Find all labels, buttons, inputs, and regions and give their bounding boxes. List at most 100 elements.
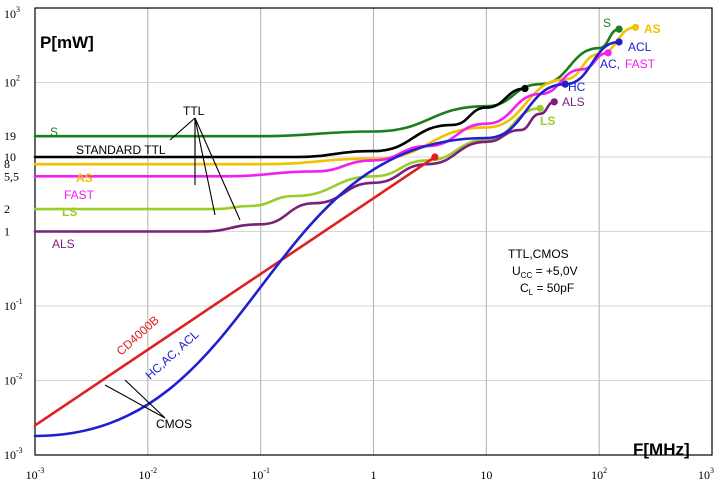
series-als (33, 100, 556, 233)
y-tick-label-base: 10 (4, 299, 16, 313)
series-s (33, 27, 621, 138)
y-tick-label: 19 (4, 129, 16, 143)
end-marker-hc (615, 38, 623, 46)
y-tick-label-base: 1 (4, 225, 10, 239)
label-ac-right: AC, (600, 57, 620, 71)
y-tick-label: 10-2 (4, 372, 23, 388)
y-tick-label-exp: -1 (16, 297, 23, 306)
y-tick-label-base: 2 (4, 202, 10, 216)
y-tick-label-base: 5,5 (4, 169, 19, 183)
y-tick-label-base: 10 (4, 448, 16, 462)
label-ls-left: LS (62, 205, 77, 219)
x-tick-label: 1 (371, 468, 377, 482)
info-line-2-main: U (512, 264, 521, 278)
info-line-1: TTL,CMOS (508, 247, 569, 261)
x-tick-label-base: 10 (698, 468, 710, 482)
x-tick-label-exp: 3 (710, 466, 714, 475)
label-als-left: ALS (52, 237, 75, 251)
end-marker-s (615, 25, 623, 33)
info-line-2: UCC = +5,0V (512, 264, 578, 280)
x-tick-label: 10-3 (26, 466, 45, 482)
label-as-left: AS (76, 171, 93, 185)
info-line-3: CL = 50pF (520, 281, 574, 297)
y-tick-label-base: 8 (4, 157, 10, 171)
x-tick-label-base: 10 (251, 468, 263, 482)
label-hc-right: HC (568, 80, 586, 94)
x-tick-label-base: 10 (138, 468, 150, 482)
y-tick-label: 102 (4, 74, 20, 90)
label-als-right: ALS (562, 95, 585, 109)
y-tick-label: 1 (4, 225, 10, 239)
label-cmos-group: CMOS (156, 417, 192, 431)
info-line-3-rest: = 50pF (533, 281, 574, 295)
x-tick-label-exp: -2 (150, 466, 157, 475)
info-line-3-main: C (520, 281, 529, 295)
end-marker-as (631, 23, 640, 31)
info-line-2-rest: = +5,0V (532, 264, 577, 278)
label-fast-right: FAST (625, 57, 656, 71)
y-tick-label-base: 10 (4, 150, 16, 164)
x-tick-label-base: 10 (591, 468, 603, 482)
series-fast (33, 51, 610, 178)
y-tick-label: 2 (4, 202, 10, 216)
y-tick-label: 10-1 (4, 297, 23, 313)
end-marker-cd4000b (431, 153, 439, 161)
label-as-right: AS (644, 22, 661, 36)
x-tick-label: 10-2 (138, 466, 157, 482)
label-fast-left: FAST (64, 188, 95, 202)
y-tick-label: 10 (4, 150, 16, 164)
x-axis-ticks: 10-3 10-2 10-1 1 10 102 103 (26, 466, 714, 482)
y-axis-title: P[mW] (40, 33, 94, 52)
y-tick-label-exp: 3 (16, 5, 20, 14)
y-tick-label-base: 10 (4, 7, 16, 21)
x-tick-label-base: 10 (480, 468, 492, 482)
y-tick-label: 8 (4, 157, 10, 171)
cmos-leader-lines (104, 379, 166, 419)
y-tick-label-exp: -2 (16, 372, 23, 381)
x-axis-title: F[MHz] (633, 440, 690, 459)
series-as (33, 26, 637, 166)
ttl-leader-lines (169, 117, 241, 221)
x-tick-label-exp: 2 (603, 466, 607, 475)
y-tick-label: 5,5 (4, 169, 19, 183)
label-s-right: S (603, 16, 611, 30)
info-line-3-sub: L (529, 288, 534, 297)
x-tick-label: 10-1 (251, 466, 270, 482)
info-box: TTL,CMOS UCC = +5,0V CL = 50pF (508, 247, 578, 297)
series-cd4000b (33, 155, 437, 427)
end-marker-hc (561, 80, 569, 88)
series-ls (33, 107, 542, 211)
curves (33, 26, 637, 438)
x-tick-label-exp: -3 (38, 466, 45, 475)
label-s-left: S (50, 125, 58, 139)
y-tick-label-base: 10 (4, 76, 16, 90)
x-tick-label-exp: -1 (263, 466, 270, 475)
series-standard-ttl (33, 87, 527, 159)
end-marker-fast (604, 49, 612, 57)
label-standard-ttl: STANDARD TTL (76, 143, 166, 157)
label-hc-ac-acl: HC,AC, ACL (143, 327, 202, 382)
info-line-2-sub: CC (521, 271, 533, 280)
label-ttl-group: TTL (183, 104, 205, 118)
x-tick-label: 102 (591, 466, 607, 482)
y-tick-label: 10-3 (4, 446, 23, 462)
label-cd4000b: CD4000B (114, 313, 162, 358)
series-hc (33, 40, 621, 438)
grid (35, 8, 712, 455)
x-tick-label: 103 (698, 466, 714, 482)
x-tick-label: 10 (480, 468, 492, 482)
end-marker-standard-ttl (521, 84, 529, 93)
x-tick-label-base: 10 (26, 468, 38, 482)
label-ls-right: LS (540, 114, 555, 128)
y-tick-label-exp: 2 (16, 74, 20, 83)
label-acl-right: ACL (628, 40, 652, 54)
y-tick-label-base: 19 (4, 129, 16, 143)
y-tick-label-exp: -3 (16, 446, 23, 455)
end-marker-als (550, 98, 558, 106)
x-tick-label-base: 1 (371, 468, 377, 482)
y-tick-label-base: 10 (4, 374, 16, 388)
y-tick-label: 103 (4, 5, 20, 21)
end-markers (431, 23, 640, 161)
